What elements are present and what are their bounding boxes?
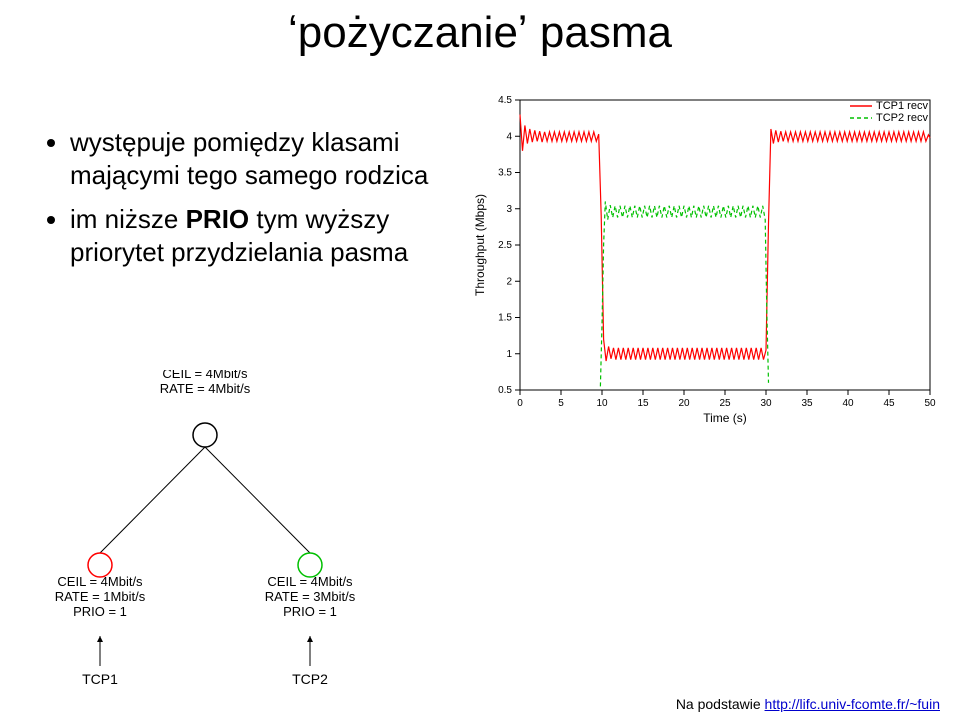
svg-text:CEIL = 4Mbit/s: CEIL = 4Mbit/s [162, 370, 248, 381]
svg-text:30: 30 [760, 398, 772, 409]
footer-link[interactable]: http://lifc.univ-fcomte.fr/~fuin [765, 696, 940, 712]
svg-text:TCP2: TCP2 [292, 671, 328, 687]
svg-text:25: 25 [719, 398, 731, 409]
footer-credit: Na podstawie http://lifc.univ-fcomte.fr/… [676, 696, 940, 712]
svg-text:TCP2 recv: TCP2 recv [876, 112, 928, 124]
footer-prefix: Na podstawie [676, 696, 765, 712]
svg-text:RATE = 1Mbit/s: RATE = 1Mbit/s [55, 589, 146, 604]
svg-text:10: 10 [596, 398, 608, 409]
svg-text:50: 50 [924, 398, 936, 409]
bullet-item: występuje pomiędzy klasami mającymi tego… [70, 126, 490, 191]
svg-text:45: 45 [883, 398, 895, 409]
svg-text:Time (s): Time (s) [703, 411, 747, 425]
svg-text:Throughput (Mbps): Throughput (Mbps) [473, 194, 487, 296]
svg-text:2.5: 2.5 [498, 240, 512, 251]
svg-text:20: 20 [678, 398, 690, 409]
svg-text:PRIO = 1: PRIO = 1 [73, 604, 127, 619]
svg-text:4.5: 4.5 [498, 95, 512, 106]
bullet-item: im niższe PRIO tym wyższy priorytet przy… [70, 203, 490, 268]
svg-text:15: 15 [637, 398, 649, 409]
svg-text:0: 0 [517, 398, 523, 409]
svg-text:35: 35 [801, 398, 813, 409]
svg-text:3: 3 [506, 204, 512, 215]
svg-text:5: 5 [558, 398, 564, 409]
throughput-chart: 0 5 10 15 20 25 30 35 40 45 50 0.5 1 1.5 2 2.5 3 3.5 4 4.5 T… [470, 90, 940, 430]
svg-text:1.5: 1.5 [498, 313, 512, 324]
svg-text:4: 4 [506, 131, 512, 142]
svg-text:RATE = 4Mbit/s: RATE = 4Mbit/s [160, 381, 251, 396]
svg-text:CEIL = 4Mbit/s: CEIL = 4Mbit/s [57, 574, 143, 589]
svg-text:1: 1 [506, 349, 512, 360]
page-title: ʻpożyczanieʼ pasma [0, 8, 960, 58]
svg-text:RATE = 3Mbit/s: RATE = 3Mbit/s [265, 589, 356, 604]
bullet-list: występuje pomiędzy klasami mającymi tego… [30, 126, 490, 280]
svg-text:TCP1 recv: TCP1 recv [876, 100, 928, 112]
svg-text:40: 40 [842, 398, 854, 409]
svg-text:3.5: 3.5 [498, 168, 512, 179]
svg-text:TCP1: TCP1 [82, 671, 118, 687]
svg-text:PRIO = 1: PRIO = 1 [283, 604, 337, 619]
svg-text:0.5: 0.5 [498, 385, 512, 396]
htb-tree: CEIL = 4Mbit/sRATE = 4Mbit/sCEIL = 4Mbit… [30, 370, 460, 690]
svg-text:CEIL = 4Mbit/s: CEIL = 4Mbit/s [267, 574, 353, 589]
svg-text:2: 2 [506, 276, 512, 287]
